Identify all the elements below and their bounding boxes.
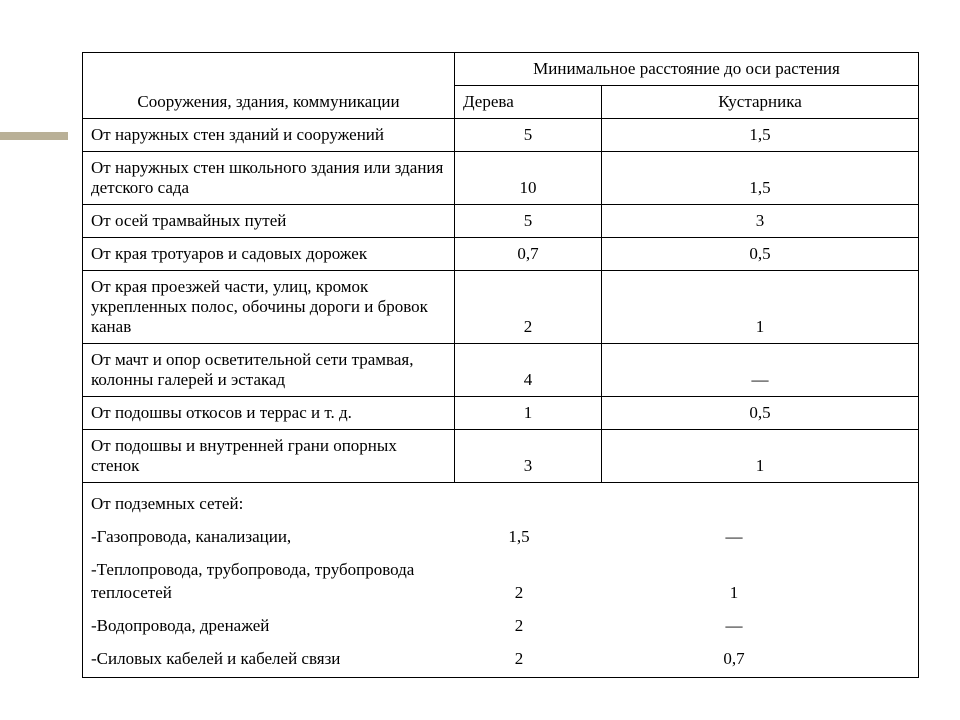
cell-tree: 1 (455, 397, 602, 430)
table-row: От края тротуаров и садовых дорожек 0,7 … (83, 238, 919, 271)
cell-shrub: — (602, 344, 919, 397)
header-structures: Сооружения, здания, коммуникации (83, 53, 455, 119)
underground-item-tree: 1,5 (454, 526, 584, 549)
table-row: От наружных стен зданий и сооружений 5 1… (83, 119, 919, 152)
cell-label: От края тротуаров и садовых дорожек (83, 238, 455, 271)
slide-accent-bar (0, 132, 68, 140)
underground-item-shrub: — (584, 526, 884, 549)
cell-tree: 0,7 (455, 238, 602, 271)
underground-item-tree: 2 (454, 615, 584, 638)
cell-tree: 5 (455, 119, 602, 152)
cell-tree: 2 (455, 271, 602, 344)
cell-label: От подошвы откосов и террас и т. д. (83, 397, 455, 430)
cell-label: От осей трамвайных путей (83, 205, 455, 238)
underground-item-label: -Теплопровода, трубопровода, трубопровод… (91, 559, 454, 605)
table-row: От края проезжей части, улиц, кромок укр… (83, 271, 919, 344)
header-tree: Дерева (455, 86, 602, 119)
distance-table: Сооружения, здания, коммуникации Минимал… (82, 52, 919, 678)
cell-label: От подошвы и внутренней грани опорных ст… (83, 430, 455, 483)
cell-label: От наружных стен школьного здания или зд… (83, 152, 455, 205)
cell-tree: 10 (455, 152, 602, 205)
underground-item-tree: 2 (454, 582, 584, 605)
underground-item-label: -Силовых кабелей и кабелей связи (91, 648, 454, 671)
underground-item-shrub: — (584, 615, 884, 638)
cell-shrub: 1,5 (602, 152, 919, 205)
cell-tree: 5 (455, 205, 602, 238)
cell-shrub: 0,5 (602, 238, 919, 271)
cell-tree: 3 (455, 430, 602, 483)
table-row-underground: От подземных сетей: -Газопровода, канали… (83, 483, 919, 678)
table-header-row-1: Сооружения, здания, коммуникации Минимал… (83, 53, 919, 86)
cell-label: От мачт и опор осветительной сети трамва… (83, 344, 455, 397)
table-row: От мачт и опор осветительной сети трамва… (83, 344, 919, 397)
underground-item-label: -Водопровода, дренажей (91, 615, 454, 638)
table-row: От осей трамвайных путей 5 3 (83, 205, 919, 238)
cell-shrub: 3 (602, 205, 919, 238)
table-row: От подошвы и внутренней грани опорных ст… (83, 430, 919, 483)
cell-shrub: 1,5 (602, 119, 919, 152)
header-shrub: Кустарника (602, 86, 919, 119)
cell-label: От наружных стен зданий и сооружений (83, 119, 455, 152)
cell-shrub: 1 (602, 271, 919, 344)
underground-item-tree: 2 (454, 648, 584, 671)
underground-item-label: -Газопровода, канализации, (91, 526, 454, 549)
underground-item-shrub: 1 (584, 582, 884, 605)
table-row: От наружных стен школьного здания или зд… (83, 152, 919, 205)
table-row: От подошвы откосов и террас и т. д. 1 0,… (83, 397, 919, 430)
header-group: Минимальное расстояние до оси растения (455, 53, 919, 86)
cell-shrub: 1 (602, 430, 919, 483)
cell-tree: 4 (455, 344, 602, 397)
cell-shrub: 0,5 (602, 397, 919, 430)
cell-label: От края проезжей части, улиц, кромок укр… (83, 271, 455, 344)
underground-item-shrub: 0,7 (584, 648, 884, 671)
underground-title: От подземных сетей: (91, 493, 910, 516)
